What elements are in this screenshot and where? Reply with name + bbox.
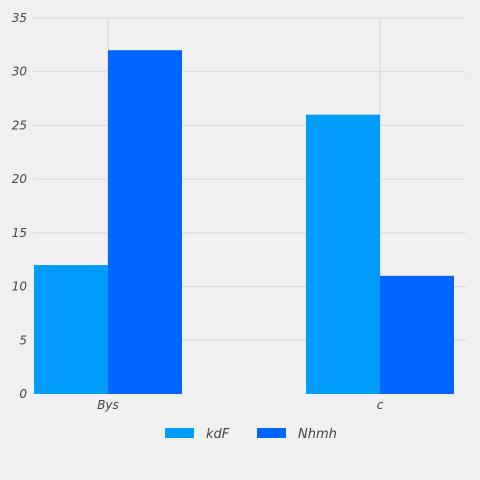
y-tick-label: 35 — [12, 11, 27, 25]
legend-label: kdF — [206, 427, 230, 442]
bar-kdF-Bys — [34, 265, 108, 394]
legend-label: Nhmh — [298, 427, 337, 442]
x-axis: Bys c — [97, 398, 383, 412]
y-tick-label: 15 — [12, 226, 27, 240]
y-tick-label: 10 — [12, 280, 28, 294]
y-axis: 0 5 10 15 20 25 30 35 — [12, 11, 28, 401]
legend: kdF Nhmh — [165, 427, 337, 442]
x-tick-label: Bys — [97, 398, 119, 412]
bar-Nhmh-Bys — [108, 50, 182, 394]
bar-kdF-c — [306, 114, 380, 394]
y-tick-label: 30 — [12, 65, 28, 79]
x-tick-label: c — [377, 398, 384, 412]
legend-swatch — [165, 428, 194, 438]
y-tick-label: 25 — [12, 118, 27, 132]
bar-Nhmh-c — [380, 275, 454, 394]
y-tick-label: 0 — [19, 387, 27, 401]
legend-swatch — [257, 428, 286, 438]
bars — [34, 50, 454, 394]
y-tick-label: 5 — [19, 333, 27, 347]
y-tick-label: 20 — [12, 172, 28, 186]
